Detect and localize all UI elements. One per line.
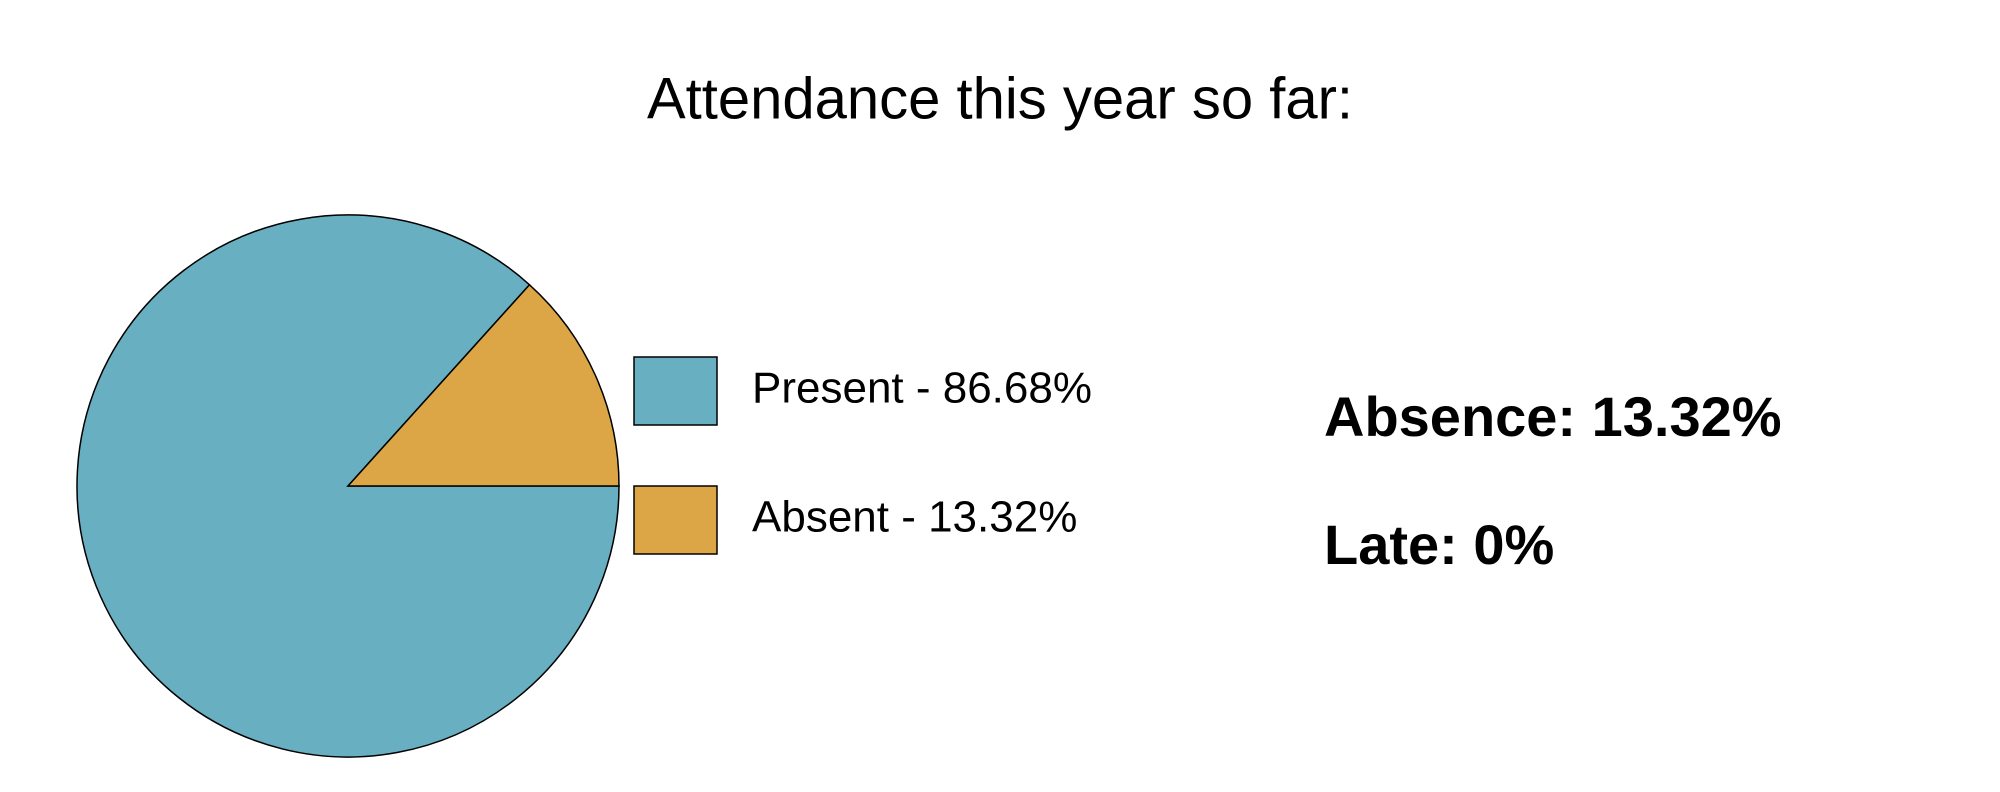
annotation: Absence: 13.32% <box>1324 385 1782 448</box>
legend-label: Present - 86.68% <box>752 364 1092 413</box>
annotation: Late: 0% <box>1324 513 1554 576</box>
legend-swatch <box>633 356 718 426</box>
legend-swatch <box>633 485 718 555</box>
chart-title: Attendance this year so far: <box>647 66 1353 131</box>
legend-label: Absent - 13.32% <box>752 493 1077 542</box>
pie-slice <box>346 283 620 487</box>
